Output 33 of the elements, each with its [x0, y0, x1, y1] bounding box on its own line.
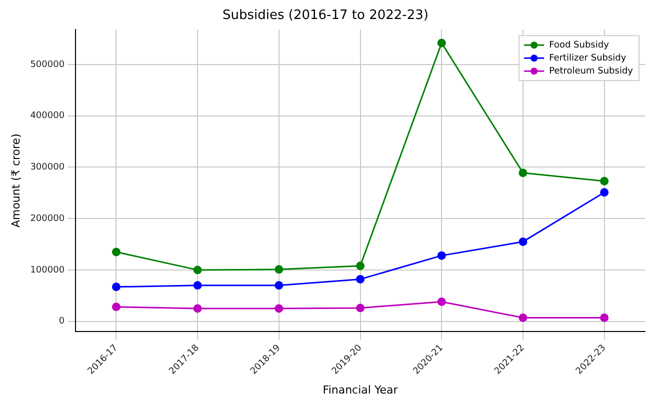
point [274, 304, 284, 313]
point [112, 302, 120, 312]
point [112, 248, 120, 256]
y-tick-label: 500000 [30, 60, 65, 70]
point [193, 304, 202, 313]
point [356, 304, 365, 312]
point [193, 266, 202, 274]
y-tick-label: 200000 [30, 214, 65, 224]
y-axis-title: Amount (₹ crore) [9, 134, 22, 228]
legend-label: Petroleum Subsidy [549, 66, 634, 76]
point [274, 265, 284, 274]
point [600, 176, 609, 186]
x-axis-title: Financial Year [322, 383, 398, 396]
point [600, 313, 609, 322]
legend-label: Food Subsidy [549, 40, 610, 50]
point [437, 251, 446, 260]
y-tick-label: 300000 [30, 162, 65, 173]
legend-label: Fertilizer Subsidy [549, 53, 627, 64]
y-tick-label: 100000 [30, 265, 65, 276]
point [437, 38, 446, 48]
chart-title: Subsidies (2016-17 to 2022-23) [222, 8, 428, 24]
point [193, 281, 202, 290]
point [274, 281, 284, 290]
point [437, 298, 446, 306]
point [112, 282, 120, 292]
point [600, 188, 609, 197]
y-tick-label: 400000 [30, 111, 65, 122]
point [518, 168, 528, 178]
point [356, 274, 365, 284]
point [518, 313, 528, 322]
point [356, 262, 365, 270]
y-tick-label: 0 [58, 316, 65, 327]
point [518, 237, 528, 246]
